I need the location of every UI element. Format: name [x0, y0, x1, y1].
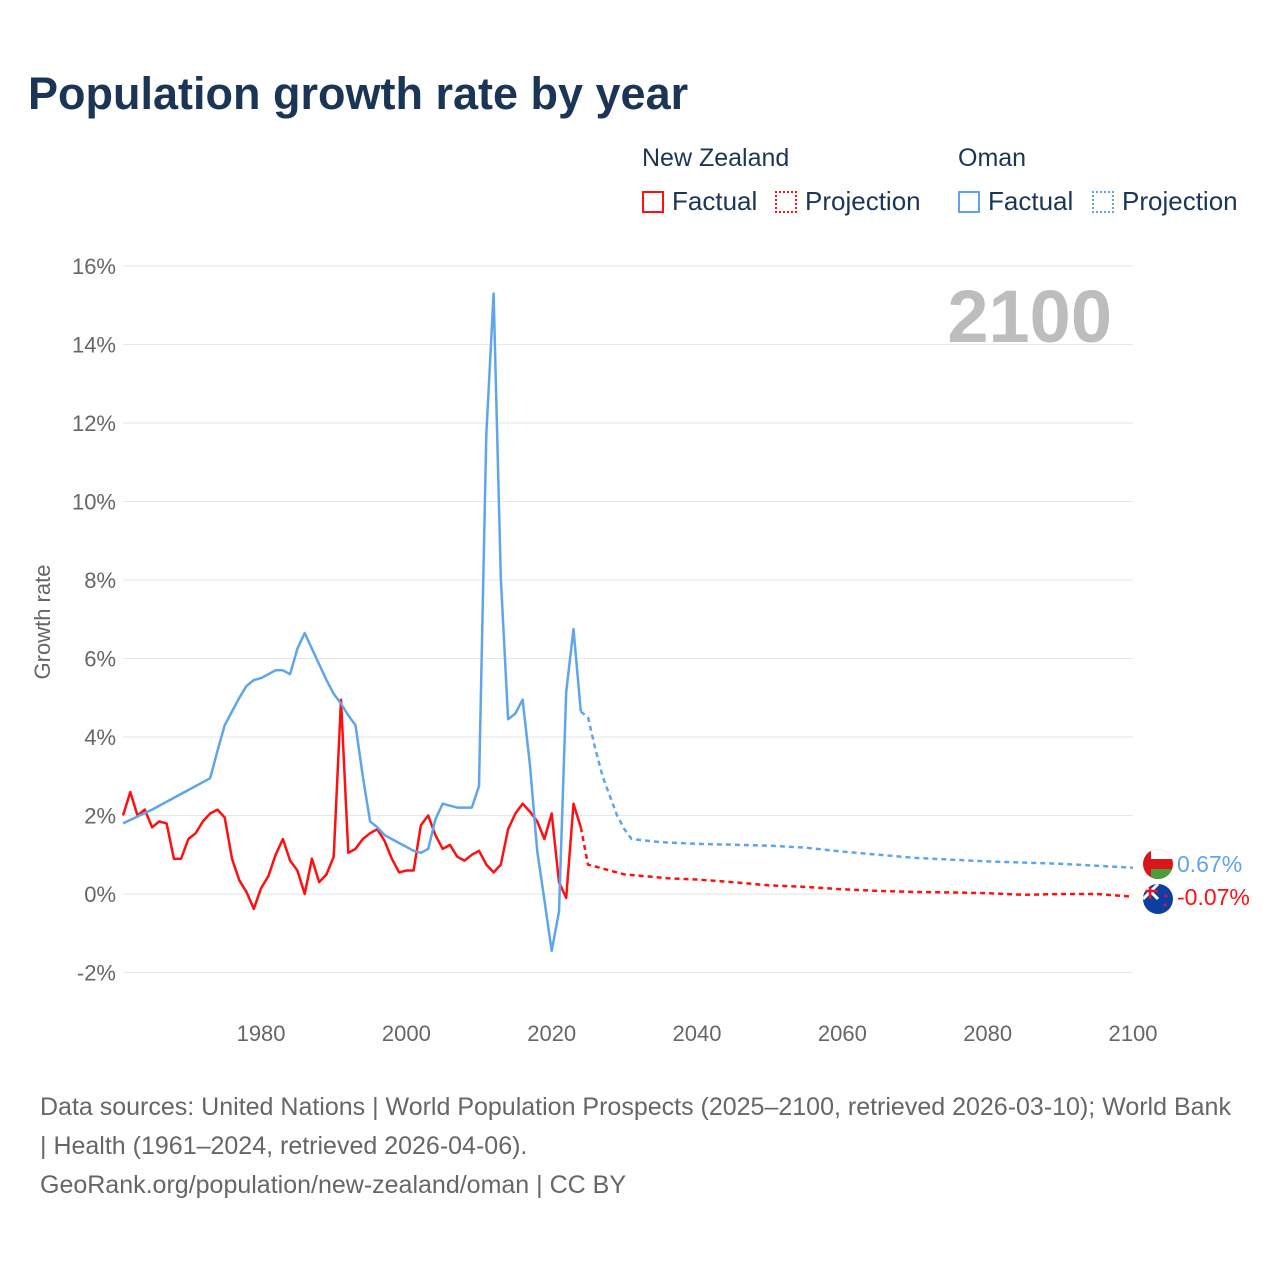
legend-oman-projection[interactable]: Projection — [1092, 186, 1238, 217]
oman-projection-line — [580, 710, 1134, 869]
y-tick-label: 14% — [72, 333, 116, 358]
y-tick-label: 2% — [84, 804, 116, 829]
legend-swatch-dotted — [1092, 190, 1114, 213]
chart-title: Population growth rate by year — [28, 68, 689, 119]
legend-nz-projection[interactable]: Projection — [775, 186, 921, 217]
y-tick-label: 8% — [84, 568, 116, 593]
legend-country-oman: Oman — [958, 144, 1027, 172]
y-tick-label: 6% — [84, 647, 116, 672]
legend-swatch-solid — [958, 190, 980, 213]
y-axis-label: Growth rate — [30, 565, 55, 680]
x-tick-label: 2060 — [818, 1021, 867, 1046]
legend-label: Projection — [805, 186, 921, 216]
y-tick-label: -2% — [77, 961, 116, 986]
y-tick-label: 0% — [84, 882, 116, 907]
x-tick-label: 2100 — [1109, 1021, 1158, 1046]
y-tick-label: 16% — [72, 254, 116, 279]
legend-country-new-zealand: New Zealand — [642, 144, 790, 172]
data-sources: Data sources: United Nations | World Pop… — [40, 1093, 1231, 1160]
source-link[interactable]: GeoRank.org/population/new-zealand/oman … — [40, 1171, 626, 1199]
legend-nz-factual[interactable]: Factual — [642, 186, 757, 217]
y-tick-label: 12% — [72, 411, 116, 436]
new-zealand-factual-line — [121, 698, 582, 911]
new-zealand-flag-icon — [1143, 884, 1173, 914]
x-tick-label: 1980 — [237, 1021, 286, 1046]
new-zealand-projection-line — [579, 827, 1134, 898]
legend-label: Factual — [672, 186, 758, 216]
legend-swatch-solid — [642, 190, 664, 213]
x-tick-label: 2020 — [527, 1021, 576, 1046]
legend-label: Projection — [1122, 186, 1238, 216]
y-tick-label: 10% — [72, 490, 116, 515]
y-tick-label: 4% — [84, 725, 116, 750]
legend-oman-factual[interactable]: Factual — [958, 186, 1073, 217]
x-tick-label: 2040 — [673, 1021, 722, 1046]
oman-end-label: 0.67% — [1177, 851, 1242, 877]
x-tick-label: 2080 — [963, 1021, 1012, 1046]
footer: Data sources: United Nations | World Pop… — [40, 1088, 1240, 1205]
legend-swatch-dotted — [775, 190, 797, 213]
oman-flag-icon — [1143, 849, 1173, 879]
oman-factual-line — [122, 292, 583, 953]
new-zealand-end-label: -0.07% — [1177, 884, 1250, 910]
legend-label: Factual — [988, 186, 1074, 216]
x-tick-label: 2000 — [382, 1021, 431, 1046]
year-watermark: 2100 — [947, 275, 1112, 358]
